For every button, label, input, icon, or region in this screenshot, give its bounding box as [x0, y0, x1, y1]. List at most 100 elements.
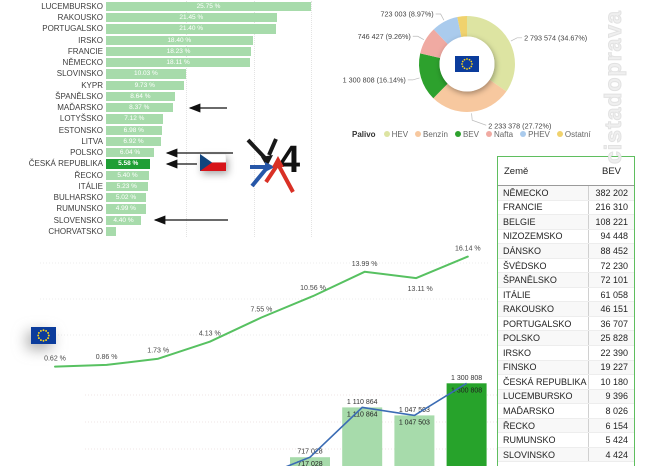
- table-cell-country: NIZOZEMSKO: [498, 229, 589, 244]
- donut-data-label: 1 300 808 (16.14%): [343, 75, 406, 84]
- bar-row: ITÁLIE 5.23 %: [0, 181, 320, 192]
- bar-value-label: 5.58 %: [118, 160, 139, 168]
- bar[interactable]: 18.11 %: [106, 58, 251, 68]
- column-bar[interactable]: [394, 415, 435, 466]
- table-cell-country: ŠVÉDSKO: [498, 258, 589, 273]
- bar-category-label: LITVA: [81, 136, 103, 146]
- table-row[interactable]: ITÁLIE 61 058: [498, 287, 634, 303]
- table-row[interactable]: PORTUGALSKO 36 707: [498, 316, 634, 332]
- bar-row: POLSKO 6.04 %: [0, 147, 320, 158]
- bar[interactable]: 8.37 %: [106, 103, 173, 113]
- bar[interactable]: 10.03 %: [106, 69, 186, 79]
- bar[interactable]: 18.23 %: [106, 46, 252, 57]
- bar[interactable]: 4.99 %: [106, 204, 146, 214]
- table-row[interactable]: LUCEMBURSKO 9 396: [498, 389, 634, 405]
- column-bar[interactable]: [290, 457, 330, 466]
- donut-slice-Benzín[interactable]: [433, 79, 507, 113]
- table-header-bev[interactable]: BEV: [602, 165, 622, 177]
- table-row[interactable]: POLSKO 25 828: [498, 331, 634, 347]
- line-data-label: 13.99 %: [352, 261, 378, 268]
- legend-item-PHEV[interactable]: PHEV: [520, 130, 550, 139]
- column-bar[interactable]: [446, 383, 487, 466]
- donut-slice-Ostatní[interactable]: [457, 16, 467, 38]
- table-row[interactable]: BELGIE 108 221: [498, 215, 634, 230]
- bar[interactable]: 25.75 %: [106, 2, 311, 12]
- table-cell-bev: 72 101: [600, 275, 628, 286]
- table-row[interactable]: RUMUNSKO 5 424: [498, 433, 634, 448]
- table-row[interactable]: SLOVINSKO 4 424: [498, 447, 634, 463]
- eu-flag-icon: [455, 56, 479, 72]
- column-inside-label: 1 047 503: [399, 419, 430, 426]
- table-row[interactable]: NĚMECKO 382 202: [498, 186, 634, 201]
- table-row[interactable]: ŠPANĚLSKO 72 101: [498, 273, 634, 288]
- bar-row: SLOVINSKO 10.03 %: [0, 68, 320, 79]
- bar[interactable]: 6.04 %: [106, 148, 155, 158]
- bar-row: RAKOUSKO 21.45 %: [0, 12, 320, 23]
- bar-value-label: 6.98 %: [123, 126, 144, 134]
- line-chart-bev-share-trend: 0.62 % 0.86 % 1.73 % 4.13 % 7.55 % 10.56 % 13.…: [0, 240, 500, 380]
- bar[interactable]: 21.45 %: [106, 13, 277, 23]
- eu-flag-icon: [31, 327, 56, 344]
- bar-row: MAĎARSKO 8.37 %: [0, 102, 320, 113]
- table-row[interactable]: ŘECKO 6 154: [498, 418, 634, 434]
- bar[interactable]: 7.12 %: [106, 114, 163, 124]
- table-row[interactable]: RAKOUSKO 46 151: [498, 302, 634, 317]
- table-cell-bev: 25 828: [600, 333, 628, 344]
- legend-item-Nafta[interactable]: Nafta: [485, 130, 513, 139]
- table-row[interactable]: FRANCIE 216 310: [498, 200, 634, 216]
- legend-item-HEV[interactable]: HEV: [383, 129, 409, 139]
- bar-row: ŘECKO 5.40 %: [0, 170, 320, 181]
- bar-category-label: FRANCIE: [67, 46, 103, 56]
- table-cell-bev: 6 154: [605, 420, 628, 431]
- bar[interactable]: 9.73 %: [106, 80, 184, 90]
- bar[interactable]: 8.64 %: [106, 91, 175, 102]
- legend-dot: [520, 131, 527, 137]
- legend-label: HEV: [391, 129, 409, 139]
- table-cell-bev: 22 390: [600, 347, 628, 358]
- donut-chart-fuel-mix: 2 793 574 (34.67%) 2 233 378 (27.72%) 1 …: [330, 0, 660, 150]
- bar-row: ESTONSKO 6.98 %: [0, 125, 320, 136]
- bar[interactable]: 4.40 %: [106, 215, 141, 225]
- eu-flag-icon: [31, 327, 56, 344]
- bar[interactable]: 5.02 %: [106, 193, 146, 203]
- bar-category-label: RAKOUSKO: [57, 13, 103, 23]
- legend-dot: [415, 131, 422, 137]
- bar-value-label: 18.23 %: [166, 47, 191, 55]
- table-cell-country: MAĎARSKO: [498, 404, 589, 418]
- donut-slice-PHEV[interactable]: [433, 17, 462, 45]
- bar-row: IRSKO 18.40 %: [0, 35, 320, 46]
- line-data-label: 0.62 %: [44, 356, 66, 363]
- donut-data-label: 723 003 (8.97%): [380, 10, 433, 19]
- column-trend-line[interactable]: [258, 382, 468, 466]
- table-header-country[interactable]: Země: [504, 165, 529, 177]
- table-row[interactable]: FINSKO 19 227: [498, 360, 634, 376]
- donut-slice-HEV[interactable]: [467, 16, 515, 92]
- bar-row: ČESKÁ REPUBLIKA 5.58 %: [0, 158, 320, 169]
- trend-line[interactable]: [54, 255, 469, 368]
- bar[interactable]: 18.40 %: [106, 35, 253, 45]
- donut-slice-Nafta[interactable]: [420, 29, 448, 58]
- bar[interactable]: 6.92 %: [106, 136, 162, 147]
- bar[interactable]: 5.23 %: [106, 181, 148, 192]
- table-row[interactable]: IRSKO 22 390: [498, 346, 634, 361]
- column-inside-label: 717 028: [297, 461, 322, 466]
- column-value-label: 1 110 864: [347, 399, 378, 406]
- bar[interactable]: 21.40 %: [106, 24, 277, 34]
- legend-item-Ostatní[interactable]: Ostatní: [556, 130, 591, 139]
- table-row[interactable]: NIZOZEMSKO 94 448: [498, 229, 634, 245]
- bar[interactable]: [106, 226, 117, 236]
- bar[interactable]: 6.98 %: [106, 125, 162, 135]
- column-bar[interactable]: [342, 407, 383, 466]
- bar-category-label: CHORVATSKO: [48, 226, 103, 236]
- table-cell-bev: 36 707: [600, 318, 628, 329]
- table-row[interactable]: ŠVÉDSKO 72 230: [498, 258, 634, 274]
- table-row[interactable]: DÁNSKO 88 452: [498, 244, 634, 259]
- donut-slice-BEV[interactable]: [419, 53, 448, 99]
- bar[interactable]: 5.40 %: [106, 170, 149, 180]
- table-row[interactable]: MAĎARSKO 8 026: [498, 404, 634, 419]
- bar[interactable]: 5.58 %: [106, 159, 151, 169]
- legend-item-BEV[interactable]: BEV: [454, 130, 479, 139]
- bar-category-label: ŠPANĚLSKO: [55, 91, 103, 101]
- table-row[interactable]: ČESKÁ REPUBLIKA 10 180: [498, 375, 634, 390]
- legend-item-Benzín[interactable]: Benzín: [415, 130, 448, 139]
